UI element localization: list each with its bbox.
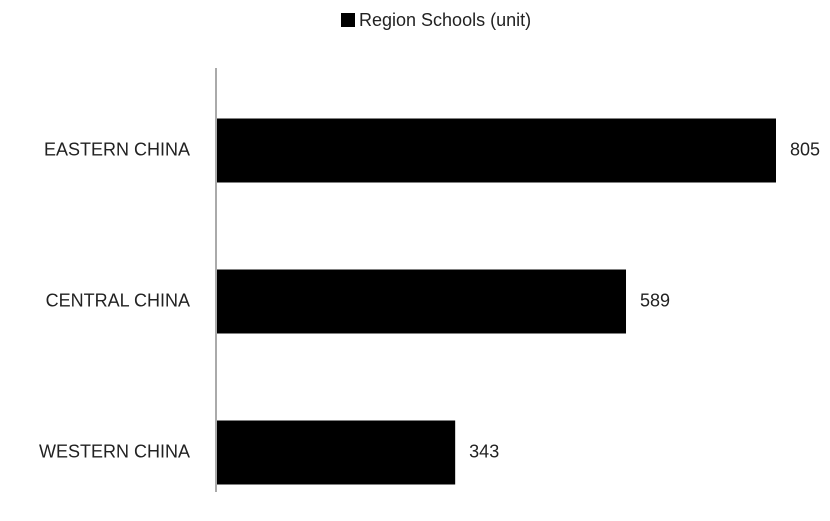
value-label: 805 <box>790 139 820 159</box>
bar <box>217 118 776 183</box>
legend-swatch <box>341 13 355 27</box>
y-tick-label: EASTERN CHINA <box>44 139 190 159</box>
value-label: 343 <box>469 441 499 461</box>
value-label: 589 <box>640 290 670 310</box>
legend-label: Region Schools (unit) <box>359 10 531 30</box>
y-tick-label: CENTRAL CHINA <box>46 290 190 310</box>
bar <box>217 420 456 485</box>
bar <box>217 269 627 334</box>
y-tick-label: WESTERN CHINA <box>39 441 190 461</box>
